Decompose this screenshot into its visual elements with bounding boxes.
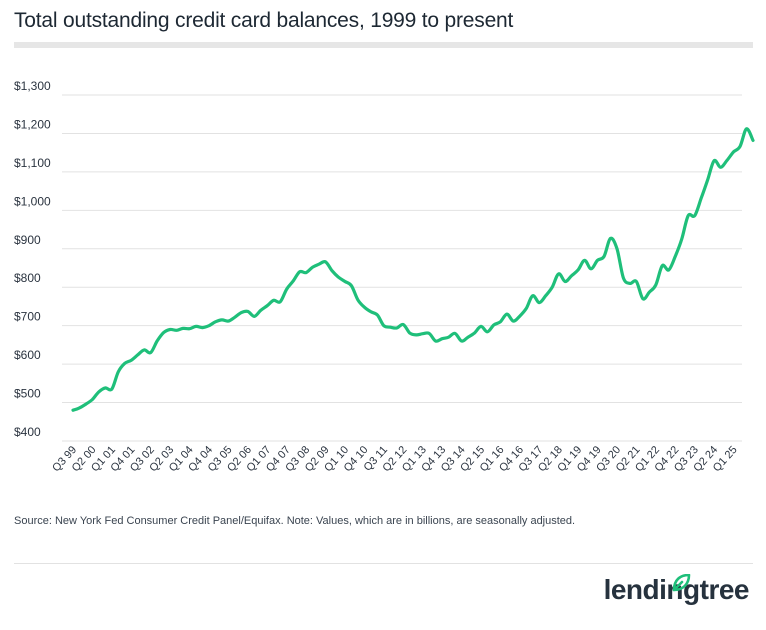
y-tick-label: $1,000: [14, 194, 51, 208]
series-line-credit-card-balances: [71, 127, 755, 412]
y-tick-label: $1,300: [14, 79, 51, 93]
leaf-icon: [672, 574, 691, 592]
lendingtree-logo: lendingtree: [604, 574, 750, 604]
y-axis-ticks: $400 $500 $600 $700 $800 $900 $1,000 $1,100 $1,2…: [14, 79, 51, 439]
y-tick-label: $900: [14, 233, 41, 247]
y-tick-label: $1,200: [14, 117, 51, 131]
y-tick-label: $500: [14, 387, 41, 401]
chart-title: Total outstanding credit card balances, …: [14, 9, 514, 32]
title-divider: [14, 42, 753, 48]
y-tick-label: $700: [14, 310, 41, 324]
line-chart: $400 $500 $600 $700 $800 $900 $1,000 $1,100 $1,2…: [14, 79, 755, 474]
y-tick-label: $600: [14, 348, 41, 362]
source-note: Source: New York Fed Consumer Credit Pan…: [14, 515, 576, 527]
y-tick-label: $1,100: [14, 156, 51, 170]
y-tick-label: $800: [14, 271, 41, 285]
y-tick-label: $400: [14, 425, 41, 439]
gridlines: [62, 94, 742, 442]
footer-divider: [14, 563, 753, 564]
